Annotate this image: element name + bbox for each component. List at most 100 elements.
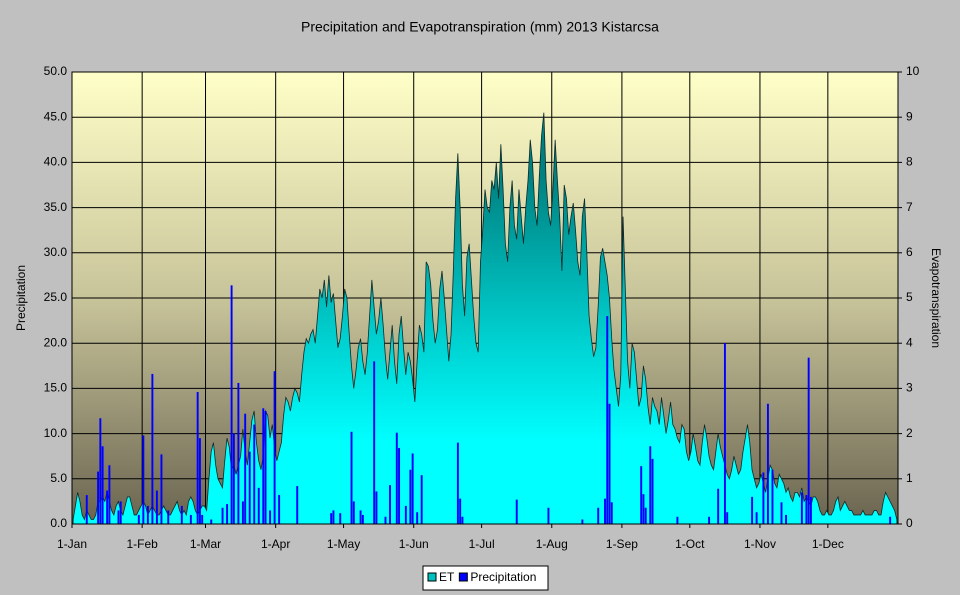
y2-tick-label: 10 bbox=[906, 64, 920, 78]
precip-bar bbox=[257, 487, 260, 524]
precip-bar bbox=[146, 505, 149, 524]
y2-tick-label: 0 bbox=[906, 516, 913, 530]
precip-bar bbox=[649, 446, 652, 524]
legend-swatch bbox=[427, 572, 437, 582]
precip-bar bbox=[226, 504, 229, 524]
x-tick-label: 1-Jul bbox=[469, 537, 495, 551]
x-tick-label: 1-Feb bbox=[126, 537, 158, 551]
precip-bar bbox=[253, 424, 256, 524]
precip-bar bbox=[167, 510, 170, 524]
x-tick-label: 1-Jun bbox=[399, 537, 429, 551]
x-tick-label: 1-Jan bbox=[57, 537, 87, 551]
x-tick-label: 1-Aug bbox=[536, 537, 568, 551]
precip-bar bbox=[762, 472, 765, 524]
precip-bar bbox=[644, 507, 647, 524]
y-tick-label: 15.0 bbox=[44, 381, 68, 395]
precip-bar bbox=[273, 371, 276, 524]
precip-bar bbox=[608, 403, 611, 524]
precip-bar bbox=[330, 513, 333, 524]
precip-bar bbox=[230, 285, 233, 524]
precip-bar bbox=[766, 403, 769, 524]
x-tick-label: 1-Sep bbox=[606, 537, 638, 551]
x-tick-label: 1-Oct bbox=[675, 537, 705, 551]
precip-bar bbox=[361, 514, 364, 524]
precip-bar bbox=[416, 512, 419, 524]
precip-bar bbox=[461, 516, 464, 524]
precip-bar bbox=[232, 433, 235, 524]
legend-label: ET bbox=[439, 570, 455, 584]
precip-bar bbox=[339, 513, 342, 524]
y2-tick-label: 4 bbox=[906, 335, 913, 349]
precip-bar bbox=[807, 357, 810, 524]
precip-bar bbox=[610, 502, 613, 524]
precip-bar bbox=[97, 471, 100, 524]
precip-bar bbox=[264, 411, 267, 524]
x-tick-label: 1-May bbox=[327, 537, 360, 551]
precip-bar bbox=[780, 502, 783, 524]
y2-tick-label: 2 bbox=[906, 426, 913, 440]
precip-bar bbox=[106, 490, 109, 524]
precip-bar bbox=[785, 514, 787, 524]
precip-bar bbox=[108, 465, 111, 524]
y-tick-label: 25.0 bbox=[44, 290, 68, 304]
precip-bar bbox=[389, 485, 391, 524]
y-tick-label: 40.0 bbox=[44, 155, 68, 169]
precip-bar bbox=[889, 516, 892, 524]
precip-bar bbox=[809, 496, 812, 524]
precip-bar bbox=[350, 431, 353, 524]
precip-bar bbox=[189, 514, 192, 524]
precip-bar bbox=[210, 519, 213, 524]
precip-bar bbox=[244, 413, 247, 524]
precip-bar bbox=[805, 495, 808, 524]
y-tick-label: 20.0 bbox=[44, 335, 68, 349]
precip-bar bbox=[375, 491, 378, 524]
y2-tick-label: 5 bbox=[906, 290, 913, 304]
y-tick-label: 5.0 bbox=[50, 471, 67, 485]
precip-bar bbox=[180, 505, 183, 524]
precip-bar bbox=[160, 454, 163, 524]
precip-bar bbox=[384, 516, 387, 524]
precip-bar bbox=[155, 490, 158, 524]
legend-swatch bbox=[458, 572, 468, 582]
y-tick-label: 35.0 bbox=[44, 200, 68, 214]
y2-tick-label: 8 bbox=[906, 155, 913, 169]
y-tick-label: 30.0 bbox=[44, 245, 68, 259]
precip-bar bbox=[269, 510, 272, 524]
precip-bar bbox=[332, 510, 335, 524]
x-tick-label: 1-Apr bbox=[261, 537, 290, 551]
precip-bar bbox=[201, 514, 204, 524]
precip-bar bbox=[409, 469, 412, 524]
precip-bar bbox=[459, 498, 462, 524]
precip-bar bbox=[395, 432, 398, 524]
legend bbox=[422, 565, 549, 591]
x-tick-label: 1-Nov bbox=[744, 537, 776, 551]
precip-bar bbox=[547, 507, 550, 524]
precip-bar bbox=[676, 516, 679, 524]
precip-bar bbox=[604, 498, 606, 524]
precip-bar bbox=[198, 438, 201, 524]
precip-bar bbox=[800, 492, 803, 524]
precip-bar bbox=[420, 475, 423, 524]
y-tick-label: 10.0 bbox=[44, 426, 68, 440]
precip-bar bbox=[708, 516, 711, 524]
precip-bar bbox=[117, 510, 120, 524]
precip-bar bbox=[606, 316, 609, 524]
y2-tick-label: 3 bbox=[906, 381, 913, 395]
y-axis-title: Precipitation bbox=[14, 265, 28, 331]
x-tick-label: 1-Mar bbox=[190, 537, 221, 551]
precip-bar bbox=[137, 514, 140, 524]
precip-bar bbox=[642, 494, 645, 524]
precip-bar bbox=[248, 451, 251, 524]
precip-bar bbox=[726, 512, 729, 524]
precip-bar bbox=[237, 382, 240, 524]
y2-axis-title: Evapotranspiration bbox=[929, 248, 943, 348]
x-tick-label: 1-Dec bbox=[812, 537, 844, 551]
precip-bar bbox=[723, 343, 726, 524]
y2-tick-label: 9 bbox=[906, 109, 913, 123]
y2-tick-label: 7 bbox=[906, 200, 913, 214]
precip-bar bbox=[398, 448, 401, 524]
precip-bar bbox=[142, 435, 145, 524]
precip-bar bbox=[196, 392, 199, 524]
precip-bar bbox=[515, 499, 518, 524]
